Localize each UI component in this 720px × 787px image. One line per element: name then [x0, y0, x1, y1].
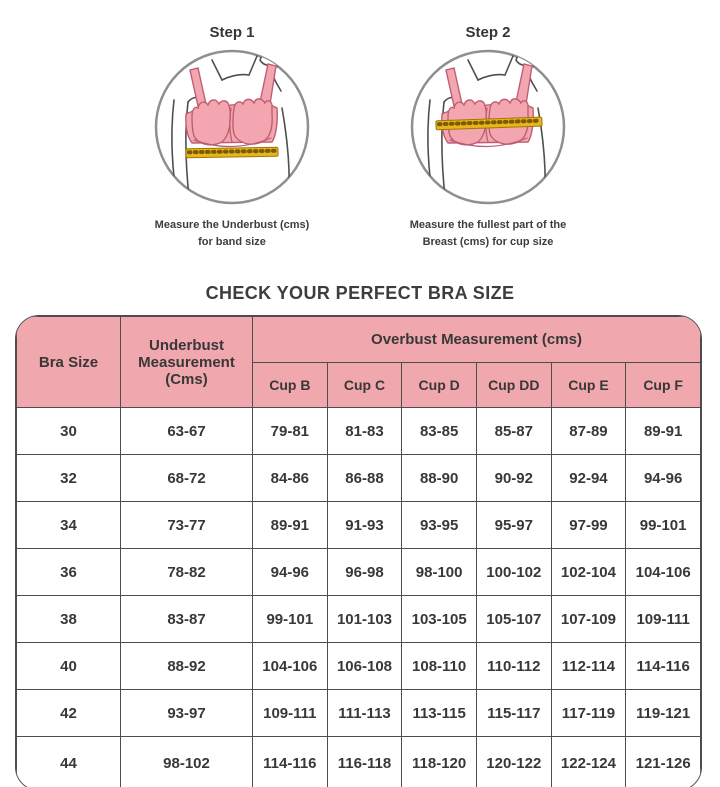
- cup-value-cell: 81-83: [326, 407, 403, 456]
- table-row: 44 98-102 114-116 116-118 118-120 120-122 122-…: [16, 736, 701, 787]
- cup-value-cell: 99-101: [252, 595, 328, 644]
- size-table: Bra Size Underbust Measurement (Cms) Ove…: [16, 316, 701, 787]
- cup-value-cell: 107-109: [550, 595, 627, 644]
- cup-c-header: Cup C: [326, 362, 403, 409]
- cup-value-cell: 99-101: [625, 501, 701, 550]
- steps-row: Step 1: [0, 0, 720, 251]
- table-row: 42 93-97 109-111 111-113 113-115 115-117 117-1…: [16, 689, 701, 738]
- cup-value-cell: 89-91: [252, 501, 328, 550]
- cup-value-cell: 114-116: [252, 736, 328, 787]
- size-table-body: 30 63-67 79-81 81-83 83-85 85-87 87-89 89-91 32 6…: [16, 407, 701, 787]
- cup-e-header: Cup E: [550, 362, 627, 409]
- cup-value-cell: 116-118: [326, 736, 403, 787]
- cup-value-cell: 104-106: [252, 642, 328, 691]
- cup-b-header: Cup B: [252, 362, 328, 409]
- underbust-cell: 83-87: [120, 595, 253, 644]
- cup-value-cell: 89-91: [625, 407, 701, 456]
- bra-size-cell: 44: [16, 736, 121, 787]
- cup-value-cell: 105-107: [475, 595, 552, 644]
- bra-size-cell: 42: [16, 689, 121, 738]
- cup-value-cell: 109-111: [625, 595, 701, 644]
- cup-value-cell: 100-102: [475, 548, 552, 597]
- cup-value-cell: 88-90: [401, 454, 477, 503]
- step-2-label: Step 2: [465, 24, 511, 41]
- bra-size-cell: 40: [16, 642, 121, 691]
- bra-size-cell: 30: [16, 407, 121, 456]
- cup-value-cell: 92-94: [550, 454, 627, 503]
- cup-d-header: Cup D: [401, 362, 477, 409]
- underbust-cell: 93-97: [120, 689, 253, 738]
- cup-value-cell: 115-117: [475, 689, 552, 738]
- table-row: 30 63-67 79-81 81-83 83-85 85-87 87-89 89-91: [16, 407, 701, 456]
- cup-value-cell: 104-106: [625, 548, 701, 597]
- overbust-header: Overbust Measurement (cms): [252, 316, 701, 364]
- step-2-caption: Measure the fullest part of the Breast (…: [409, 219, 567, 249]
- cup-value-cell: 83-85: [401, 407, 477, 456]
- table-row: 36 78-82 94-96 96-98 98-100 100-102 102-104 104…: [16, 548, 701, 597]
- table-row: 40 88-92 104-106 106-108 108-110 110-112 112-1…: [16, 642, 701, 691]
- cup-value-cell: 109-111: [252, 689, 328, 738]
- cup-value-cell: 106-108: [326, 642, 403, 691]
- bra-size-cell: 36: [16, 548, 121, 597]
- step-1-caption: Measure the Underbust (cms) for band siz…: [154, 219, 310, 249]
- size-table-wrap: Bra Size Underbust Measurement (Cms) Ove…: [15, 315, 702, 787]
- table-row: 34 73-77 89-91 91-93 93-95 95-97 97-99 99-101: [16, 501, 701, 550]
- cup-value-cell: 112-114: [550, 642, 627, 691]
- cup-value-cell: 91-93: [326, 501, 403, 550]
- underbust-measure-illustration-icon: [154, 49, 310, 205]
- bra-size-cell: 38: [16, 595, 121, 644]
- cup-value-cell: 121-126: [625, 736, 701, 787]
- step-1-label: Step 1: [209, 24, 255, 41]
- cup-value-cell: 101-103: [326, 595, 403, 644]
- cup-value-cell: 97-99: [550, 501, 627, 550]
- cup-f-header: Cup F: [625, 362, 701, 409]
- cup-dd-header: Cup DD: [475, 362, 552, 409]
- cup-value-cell: 117-119: [550, 689, 627, 738]
- overbust-measure-illustration-icon: [410, 49, 566, 205]
- cup-value-cell: 86-88: [326, 454, 403, 503]
- cup-value-cell: 94-96: [625, 454, 701, 503]
- cup-value-cell: 98-100: [401, 548, 477, 597]
- underbust-cell: 98-102: [120, 736, 253, 787]
- cup-value-cell: 103-105: [401, 595, 477, 644]
- underbust-cell: 63-67: [120, 407, 253, 456]
- cup-value-cell: 113-115: [401, 689, 477, 738]
- size-table-header: Bra Size Underbust Measurement (Cms) Ove…: [16, 316, 701, 409]
- table-row: 32 68-72 84-86 86-88 88-90 90-92 92-94 94-96: [16, 454, 701, 503]
- underbust-cell: 73-77: [120, 501, 253, 550]
- underbust-cell: 88-92: [120, 642, 253, 691]
- bra-size-cell: 32: [16, 454, 121, 503]
- step-2-figure: Step 2: [371, 24, 605, 251]
- bra-size-header: Bra Size: [16, 316, 121, 409]
- cup-value-cell: 114-116: [625, 642, 701, 691]
- bra-size-cell: 34: [16, 501, 121, 550]
- cup-value-cell: 108-110: [401, 642, 477, 691]
- table-row: 38 83-87 99-101 101-103 103-105 105-107 107-10…: [16, 595, 701, 644]
- cup-value-cell: 122-124: [550, 736, 627, 787]
- cup-value-cell: 110-112: [475, 642, 552, 691]
- cup-value-cell: 96-98: [326, 548, 403, 597]
- cup-value-cell: 85-87: [475, 407, 552, 456]
- cup-value-cell: 118-120: [401, 736, 477, 787]
- cup-value-cell: 93-95: [401, 501, 477, 550]
- cup-value-cell: 120-122: [475, 736, 552, 787]
- cup-value-cell: 119-121: [625, 689, 701, 738]
- page-title: CHECK YOUR PERFECT BRA SIZE: [205, 283, 515, 304]
- cup-value-cell: 94-96: [252, 548, 328, 597]
- cup-value-cell: 111-113: [326, 689, 403, 738]
- cup-value-cell: 95-97: [475, 501, 552, 550]
- underbust-header: Underbust Measurement (Cms): [120, 316, 253, 409]
- cup-value-cell: 102-104: [550, 548, 627, 597]
- cup-value-cell: 79-81: [252, 407, 328, 456]
- underbust-cell: 68-72: [120, 454, 253, 503]
- cup-value-cell: 84-86: [252, 454, 328, 503]
- cup-value-cell: 87-89: [550, 407, 627, 456]
- underbust-cell: 78-82: [120, 548, 253, 597]
- cup-value-cell: 90-92: [475, 454, 552, 503]
- step-1-figure: Step 1: [115, 24, 349, 251]
